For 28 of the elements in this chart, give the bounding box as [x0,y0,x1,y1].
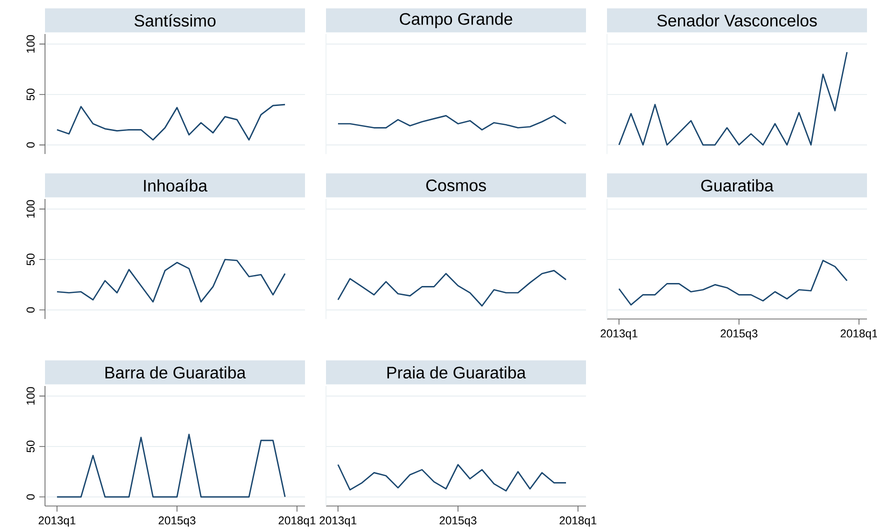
y-tick-label: 100 [26,387,35,405]
chart-title: Campo Grande [400,12,512,28]
x-tick-label: 2018q1 [840,329,877,340]
x-tick-label: 2015q3 [440,516,476,527]
y-tick-label: 0 [26,307,35,313]
chart-title: Cosmos [426,180,486,192]
chart-title: Guaratiba [701,179,774,192]
y-tick-label: 0 [26,142,35,148]
chart-title: Barra de Guaratiba [105,366,246,379]
x-tick-label: 2015q3 [158,516,196,527]
y-tick-label: 50 [26,440,35,452]
y-tick-label: 50 [26,254,35,266]
x-tick-label: 2013q1 [600,329,638,340]
x-tick-label: 2018q1 [560,516,596,527]
y-tick-label: 0 [26,494,35,500]
y-tick-label: 100 [26,200,35,218]
x-tick-label: 2018q1 [278,516,316,527]
line-series [56,258,286,303]
chart-title: Praia de Guaratiba [387,366,526,379]
x-tick-label: 2013q1 [320,516,356,527]
chart-title: Santíssimo [134,14,216,27]
x-tick-label: 2015q3 [720,329,758,340]
y-tick-label: 100 [26,35,35,53]
y-tick-label: 50 [26,88,35,100]
line-series [56,104,286,141]
chart-title: Inhoaíba [144,179,208,192]
chart-title: Senador Vasconcelos [657,14,817,27]
x-tick-label: 2013q1 [38,516,76,527]
